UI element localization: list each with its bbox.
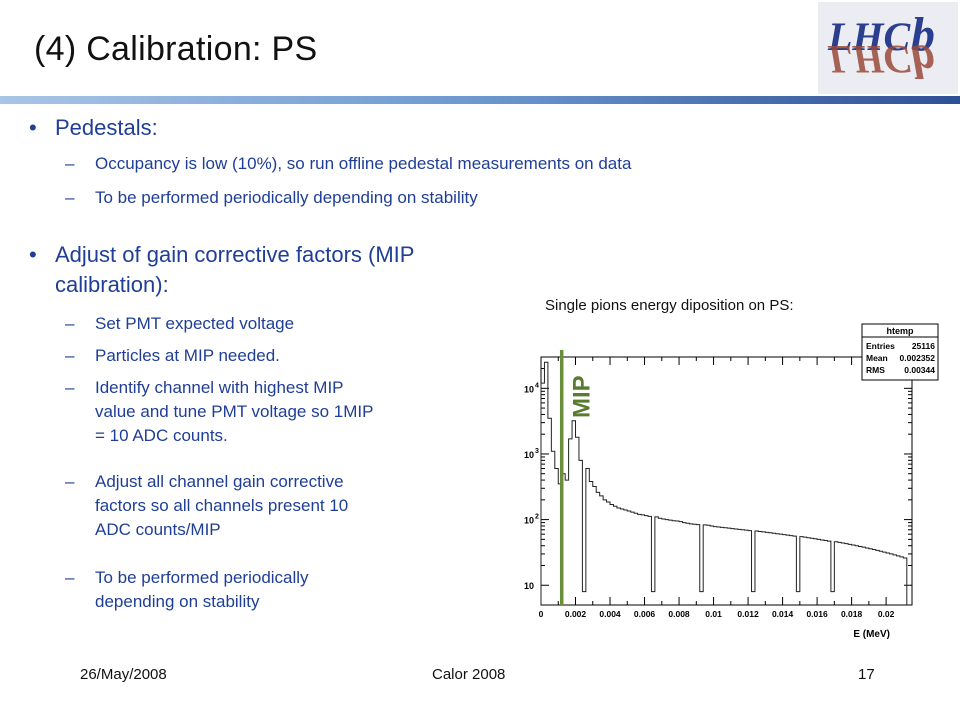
svg-text:b: b: [911, 35, 935, 88]
x-tick-label: 0.01: [705, 609, 722, 619]
sub-bullet-particles-mip: – Particles at MIP needed.: [65, 346, 280, 365]
x-tick-label: 0: [539, 609, 544, 619]
y-tick-label: 10: [524, 384, 534, 394]
x-tick-label: 0.006: [634, 609, 656, 619]
x-axis-label: E (MeV): [853, 629, 890, 640]
y-tick-label: 10: [524, 450, 534, 460]
stats-rms-value: 0.00344: [904, 365, 935, 375]
y-tick-label: 10: [524, 581, 534, 591]
slide-title: (4) Calibration: PS: [34, 30, 318, 68]
sub-bullet-pmt-voltage: – Set PMT expected voltage: [65, 314, 295, 333]
x-tick-label: 0.016: [806, 609, 828, 619]
svg-text:b: b: [911, 8, 935, 61]
x-tick-label: 0.02: [878, 609, 895, 619]
y-tick-exponent: 4: [535, 382, 539, 389]
sub-bullet-periodic: – To be performed periodically depending …: [65, 188, 478, 207]
x-tick-label: 0.012: [737, 609, 759, 619]
footer-conference: Calor 2008: [432, 666, 506, 683]
y-tick-exponent: 2: [535, 514, 539, 521]
x-tick-label: 0.004: [599, 609, 621, 619]
stats-mean-label: Mean: [866, 353, 888, 363]
x-tick-label: 0.018: [841, 609, 863, 619]
stats-title: htemp: [887, 326, 915, 336]
y-tick-label: 10: [524, 516, 534, 526]
svg-text:LHC: LHC: [827, 14, 912, 59]
bullet-pedestals: Pedestals:: [29, 113, 158, 143]
sub-bullet-occupancy: – Occupancy is low (10%), so run offline …: [65, 154, 632, 173]
sub-bullet-identify-channel: – Identify channel with highest MIP valu…: [65, 378, 374, 445]
svg-text:LHC: LHC: [827, 37, 912, 82]
x-tick-label: 0.002: [565, 609, 587, 619]
y-tick-exponent: 3: [535, 448, 539, 455]
mip-label: MIP: [569, 375, 596, 418]
footer-date: 26/May/2008: [80, 666, 167, 683]
lhcb-logo: LHC b LHC b: [818, 2, 958, 94]
stats-entries-value: 25116: [912, 341, 935, 351]
histogram-line: [540, 361, 908, 605]
chart-caption: Single pions energy diposition on PS:: [545, 297, 794, 314]
x-tick-label: 0.014: [772, 609, 794, 619]
x-tick-label: 0.008: [668, 609, 690, 619]
stats-entries-label: Entries: [866, 341, 895, 351]
stats-rms-label: RMS: [866, 365, 885, 375]
footer-page-number: 17: [858, 666, 875, 683]
sub-bullet-periodic-2: – To be performed periodically depending…: [65, 568, 309, 611]
title-divider: [0, 96, 960, 104]
sub-bullet-adjust-channels: – Adjust all channel gain corrective fac…: [65, 472, 349, 539]
bullet-gain-factors: Adjust of gain corrective factors (MIP c…: [29, 240, 415, 300]
stats-mean-value: 0.002352: [900, 353, 936, 363]
stats-box: htemp Entries 25116 Mean 0.002352 RMS 0.…: [861, 323, 939, 381]
